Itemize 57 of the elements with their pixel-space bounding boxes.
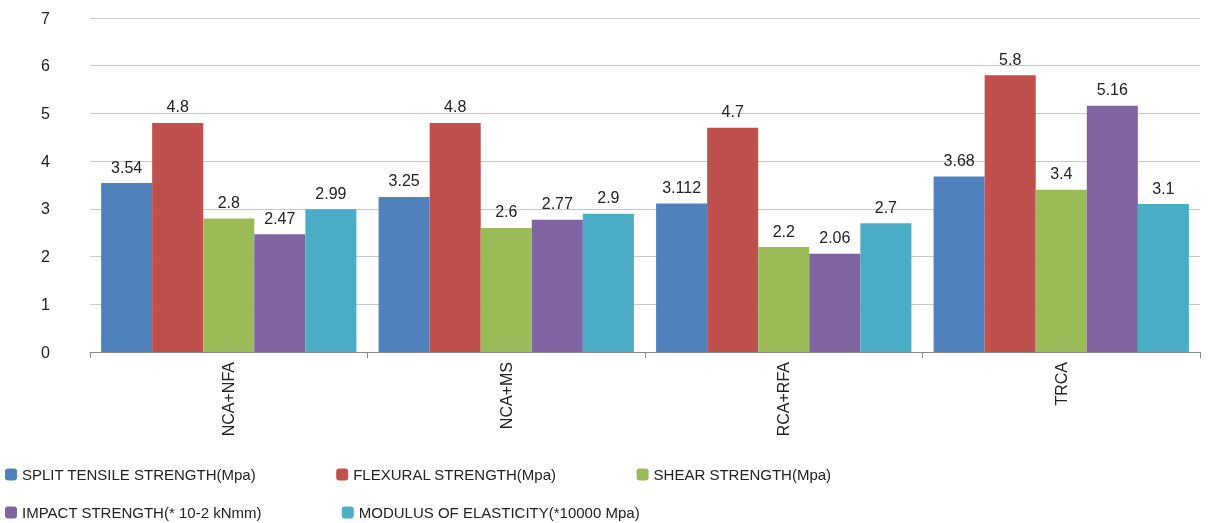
data-label: 3.25 <box>388 172 420 190</box>
data-label: 3.68 <box>943 151 975 169</box>
y-tick-label: 6 <box>41 57 51 75</box>
x-tick-label: NCA+MS <box>497 362 515 430</box>
y-tick-label: 3 <box>41 200 51 218</box>
data-label: 2.2 <box>772 222 795 240</box>
bar <box>984 75 1036 352</box>
data-label: 2.06 <box>819 229 851 247</box>
data-label: 4.8 <box>166 98 189 116</box>
data-label: 2.7 <box>874 198 898 216</box>
bar <box>203 218 255 352</box>
x-tick-label: NCA+NFA <box>220 361 238 437</box>
data-label: 3.4 <box>1050 165 1073 183</box>
y-tick-label: 4 <box>41 152 51 170</box>
data-label: 2.77 <box>541 195 573 213</box>
y-tick-label: 7 <box>41 9 51 27</box>
bar <box>860 223 912 352</box>
data-label: 4.8 <box>444 98 467 116</box>
bar <box>933 176 985 352</box>
data-label: 3.54 <box>111 158 143 176</box>
data-label: 5.8 <box>999 50 1022 68</box>
y-tick-label: 2 <box>41 248 51 266</box>
x-tick-label: RCA+RFA <box>775 361 793 437</box>
bar <box>656 203 708 352</box>
data-label: 2.99 <box>315 184 347 202</box>
data-label: 3.112 <box>662 179 702 197</box>
bar <box>429 122 481 352</box>
y-tick-label: 1 <box>41 295 51 313</box>
bar <box>152 122 204 352</box>
bar <box>531 219 583 352</box>
bar <box>582 213 634 352</box>
data-label: 2.47 <box>264 209 296 227</box>
bar <box>254 234 306 352</box>
bar <box>758 247 810 352</box>
legend-label: FLEXURAL STRENGTH(Mpa) <box>353 466 557 483</box>
y-tick-label: 5 <box>41 104 51 122</box>
data-label: 4.7 <box>721 103 744 121</box>
legend-label: IMPACT STRENGTH(* 10-2 kNmm) <box>22 504 262 521</box>
data-label: 3.1 <box>1152 179 1175 197</box>
bar <box>809 253 861 352</box>
bar <box>1137 204 1189 352</box>
bar <box>707 127 759 352</box>
x-tick-label: TRCA <box>1052 361 1070 406</box>
legend-label: SHEAR STRENGTH(Mpa) <box>653 466 832 483</box>
bar <box>378 196 430 352</box>
data-label: 2.6 <box>495 203 518 221</box>
bar <box>480 227 532 352</box>
bar <box>1035 189 1087 352</box>
bar <box>1086 105 1138 352</box>
bar <box>305 209 357 352</box>
data-label: 2.8 <box>217 193 240 211</box>
legend-label: MODULUS OF ELASTICITY(*10000 Mpa) <box>358 504 640 521</box>
legend-label: SPLIT TENSILE STRENGTH(Mpa) <box>22 466 256 483</box>
data-label: 5.16 <box>1096 81 1128 99</box>
y-tick-label: 0 <box>41 343 51 361</box>
data-label: 2.9 <box>597 189 620 207</box>
bar <box>101 183 153 352</box>
